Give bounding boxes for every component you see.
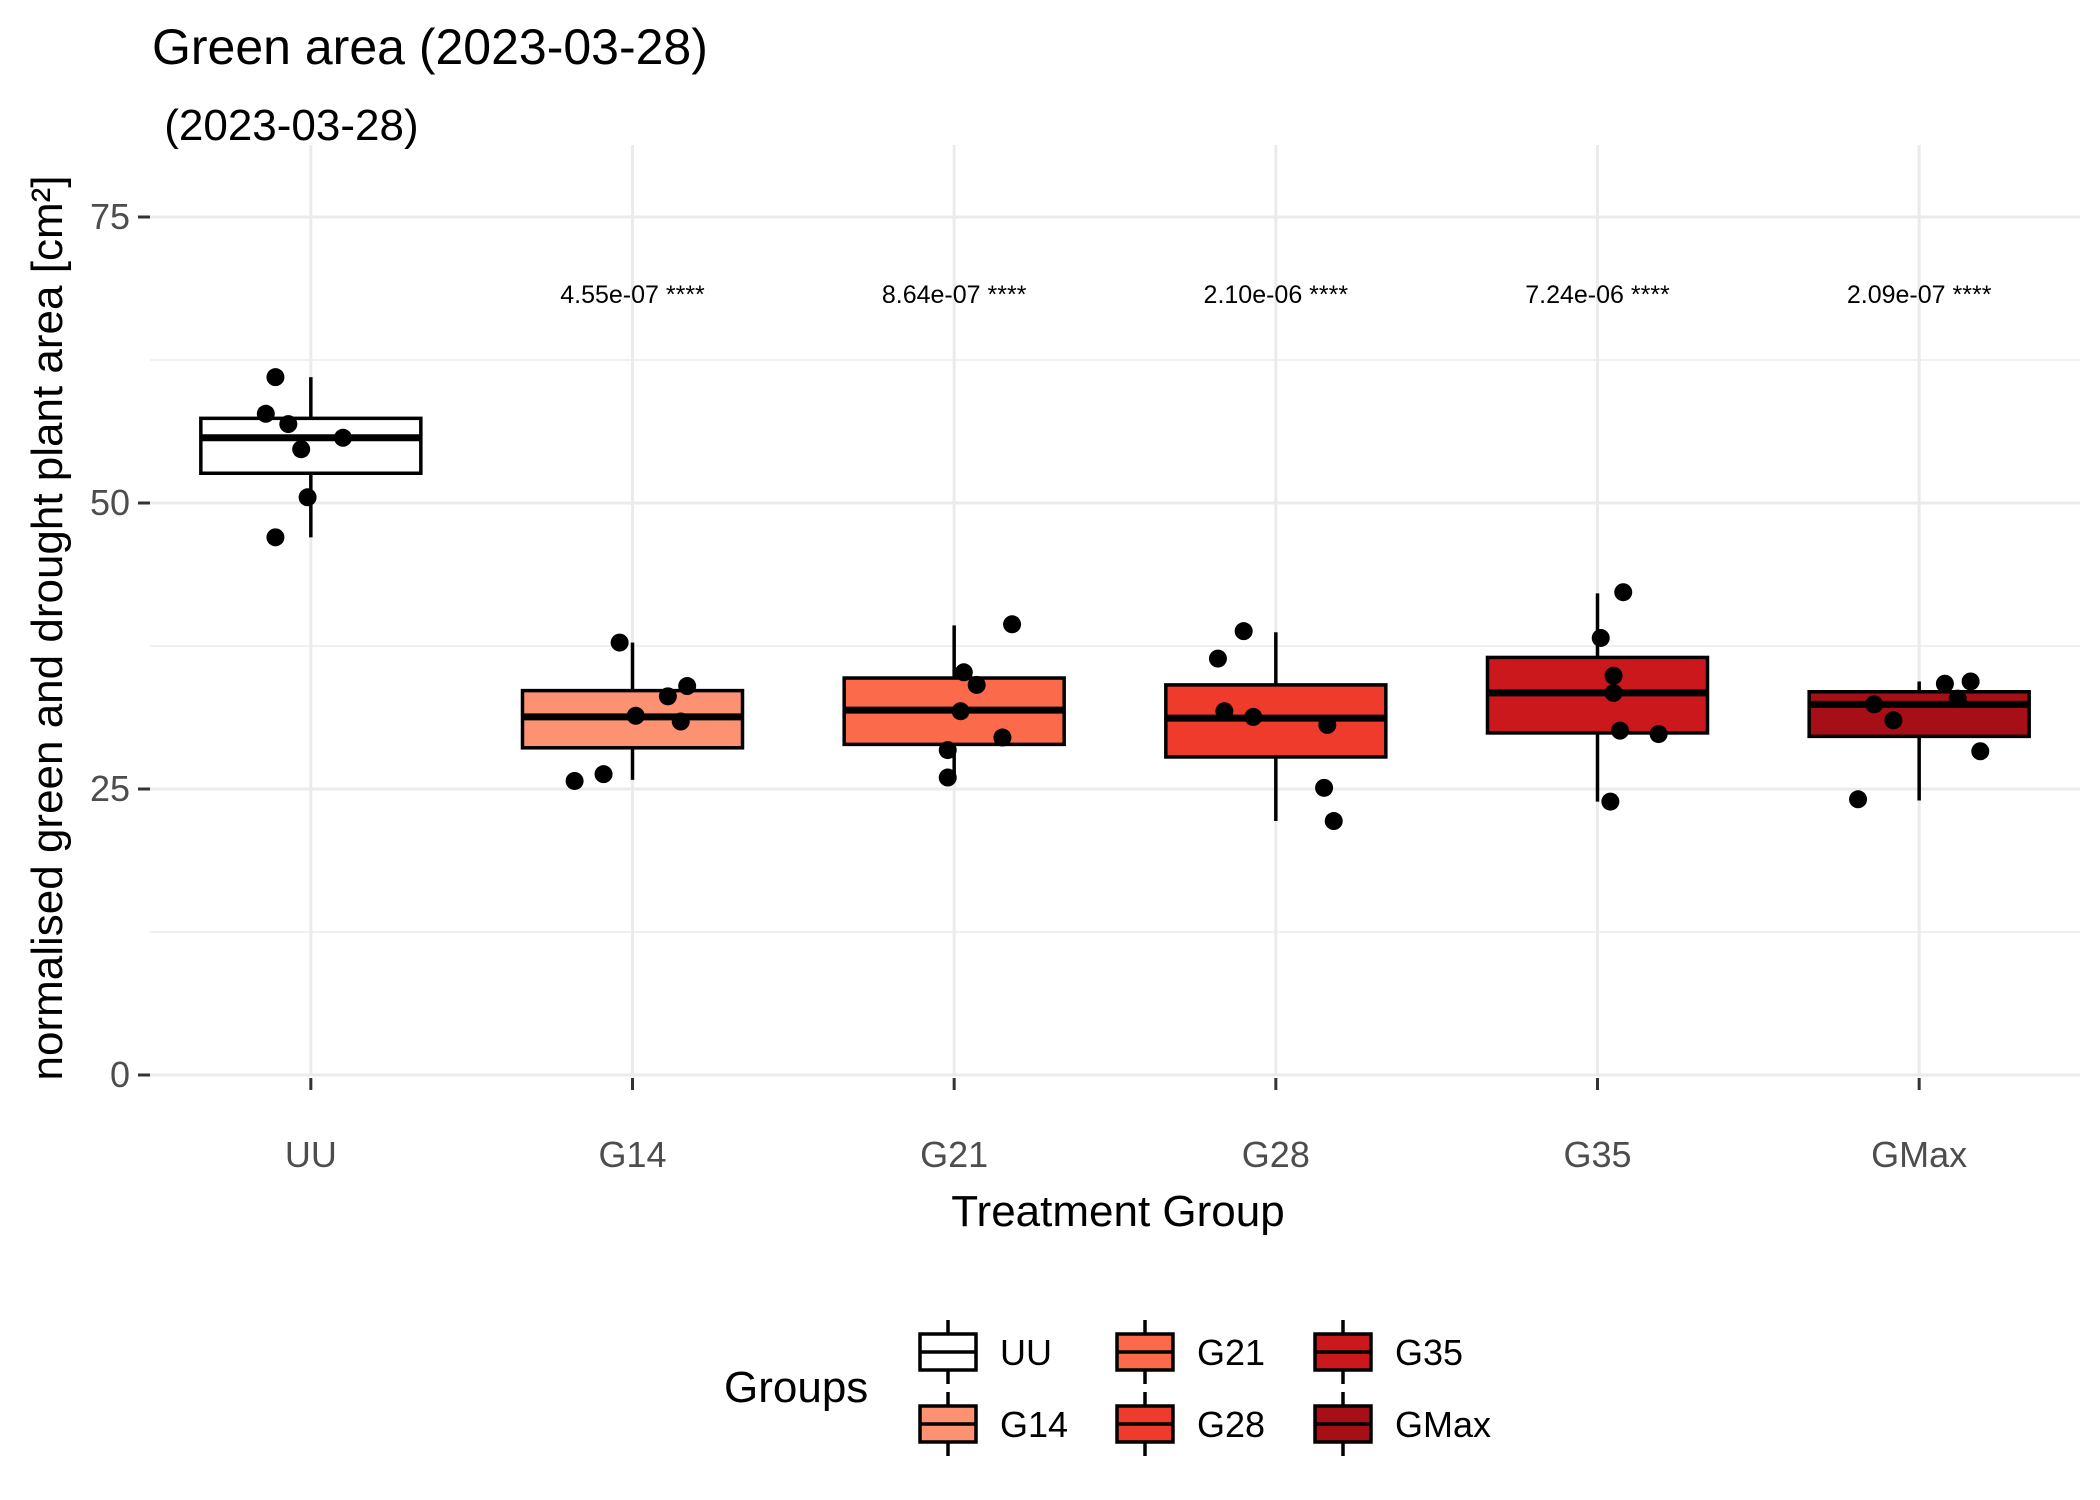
y-tick-label: 75 [90,196,130,237]
data-point [1591,628,1610,647]
legend-label: G21 [1197,1332,1265,1373]
data-point [1244,707,1263,726]
legend-item-uu: UU [918,1320,1052,1384]
data-point [993,728,1012,747]
data-point [951,702,970,721]
box-g14: 4.55e-07 **** [520,281,745,790]
data-point [594,765,613,784]
data-point [1865,695,1884,714]
data-point [565,771,584,790]
x-tick-label: G35 [1563,1134,1631,1175]
data-point [1971,742,1990,761]
data-point [1849,790,1868,809]
data-point [1884,711,1903,730]
data-point [1315,778,1334,797]
p-value-annotation: 2.10e-06 **** [1204,281,1349,309]
legend-label: G35 [1395,1332,1463,1373]
box-body [199,416,423,476]
data-point [626,706,645,725]
y-tick-label: 50 [90,482,130,523]
box-uu [199,368,423,547]
y-tick-label: 25 [90,768,130,809]
p-value-annotation: 2.09e-07 **** [1847,281,1992,309]
data-point [298,488,317,507]
data-point [938,741,957,760]
box-body [1807,690,2031,739]
box-g28: 2.10e-06 **** [1164,281,1388,831]
data-point [279,415,298,434]
legend-item-gmax: GMax [1313,1392,1491,1456]
data-point [1948,689,1967,708]
data-point [938,768,957,787]
data-point [1649,725,1668,744]
legend: Groups UU G14 G21 G28 G35 GMax [724,1320,1491,1456]
chart-subtitle: (2023-03-28) [152,101,419,150]
p-value-annotation: 8.64e-07 **** [882,281,1027,309]
data-point [671,712,690,731]
legend-label: GMax [1395,1404,1491,1445]
data-point [1935,674,1954,693]
x-tick-label: G28 [1242,1134,1310,1175]
data-point [1604,683,1623,702]
legend-label: UU [1000,1332,1052,1373]
data-point [1611,721,1630,740]
data-point [954,663,973,682]
plot-area: 0 25 50 75 UU 4.55e-07 **** G14 8.64e-07 **** G2… [90,145,2080,1175]
data-point [266,368,285,387]
data-point [1604,666,1623,685]
data-point [1324,812,1343,831]
legend-title: Groups [724,1363,868,1412]
box-gmax: 2.09e-07 **** [1807,281,2031,809]
legend-label: G14 [1000,1404,1068,1445]
data-point [1614,583,1633,602]
p-value-annotation: 4.55e-07 **** [560,281,705,309]
legend-item-g35: G35 [1313,1320,1463,1384]
chart-title: Green area (2023-03-28) [152,19,708,75]
data-point [678,677,697,696]
legend-item-g14: G14 [918,1392,1068,1456]
data-point [1961,672,1980,691]
data-point [256,404,275,423]
x-tick-label: GMax [1871,1134,1967,1175]
legend-item-g21: G21 [1115,1320,1265,1384]
data-point [967,675,986,694]
data-point [292,440,311,459]
box-g21: 8.64e-07 **** [842,281,1066,787]
p-value-annotation: 7.24e-06 **** [1525,281,1670,309]
data-point [1601,792,1620,811]
x-tick-label: G14 [598,1134,666,1175]
data-point [1318,715,1337,734]
data-point [658,687,677,706]
legend-item-g28: G28 [1115,1392,1265,1456]
box-g35: 7.24e-06 **** [1485,281,1710,811]
x-tick-label: UU [285,1134,337,1175]
data-point [266,528,285,547]
data-point [610,633,629,652]
y-tick-label: 0 [110,1054,130,1095]
x-axis-title: Treatment Group [951,1187,1284,1236]
data-point [334,428,352,447]
y-axis-title: normalised green and drought plant area … [23,176,72,1081]
data-point [1003,615,1022,634]
x-tick-label: G21 [920,1134,988,1175]
data-point [1208,649,1227,668]
legend-label: G28 [1197,1404,1265,1445]
data-point [1234,622,1253,641]
data-point [1215,702,1234,721]
